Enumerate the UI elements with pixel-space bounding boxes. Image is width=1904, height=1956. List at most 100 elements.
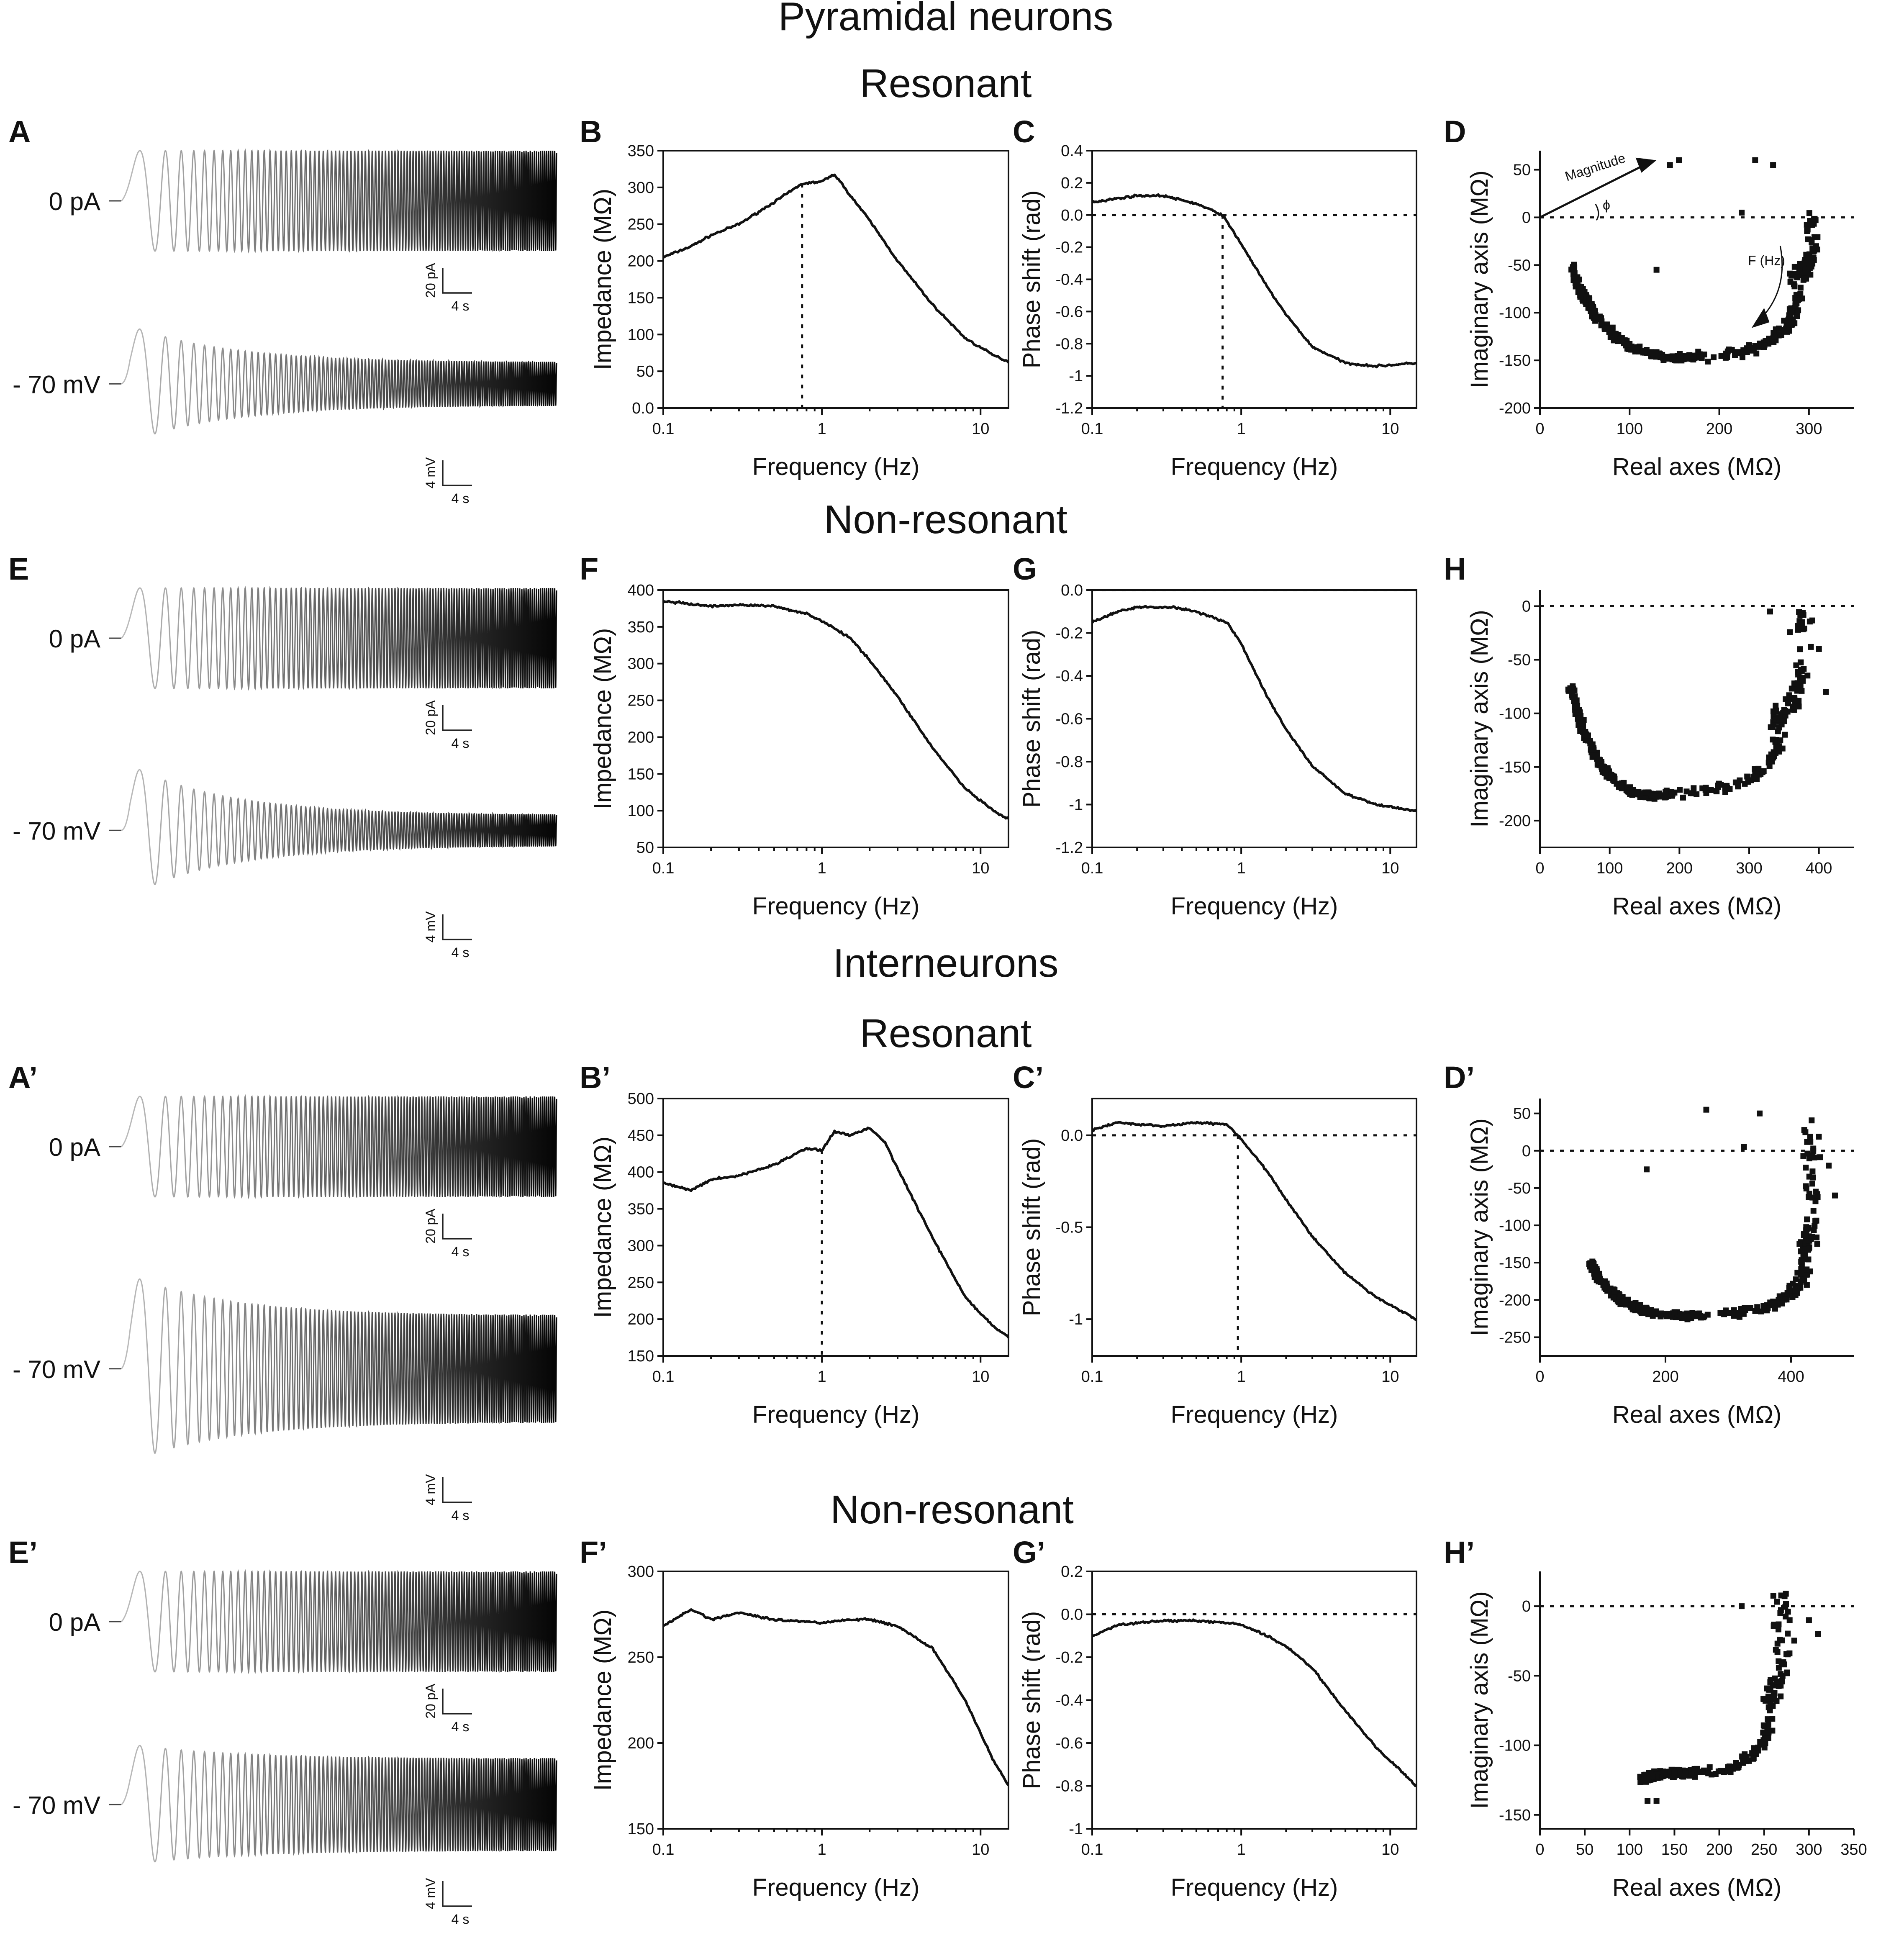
- panel-dp-point: [1742, 1307, 1748, 1313]
- panel-hp-ytick-label: -50: [1508, 1667, 1531, 1685]
- panel-f-ytick-label: 400: [628, 582, 654, 599]
- panel-d-point: [1784, 329, 1790, 335]
- panel-dp-point: [1803, 1271, 1809, 1278]
- panel-bp-ytick-label: 300: [628, 1237, 654, 1255]
- panel-d-point: [1619, 335, 1625, 341]
- panel-d-point: [1791, 264, 1798, 270]
- panel-bp-xtick-label: 0.1: [652, 1368, 675, 1386]
- panel-d-point: [1746, 342, 1752, 348]
- panel-a-scalebar-time-label: 4 s: [452, 298, 470, 313]
- panel-dp-point: [1809, 1168, 1816, 1175]
- panel-hp-point: [1815, 1631, 1821, 1637]
- panel-hp-point: [1676, 1767, 1683, 1773]
- panel-d-point: [1588, 301, 1595, 307]
- panel-ap-current-label: 0 pA: [49, 1133, 100, 1161]
- panel-d-point: [1739, 350, 1745, 357]
- panel-dp-point: [1771, 1300, 1777, 1307]
- panel-hp-point: [1781, 1661, 1787, 1668]
- heading-interneurons-resonant: Resonant: [860, 1011, 1032, 1056]
- panel-dp-point: [1814, 1241, 1820, 1247]
- panel-dp-point: [1798, 1279, 1804, 1285]
- panel-h-point: [1737, 777, 1743, 783]
- panel-h-point: [1677, 787, 1683, 793]
- panel-c-data-line: [1091, 193, 1417, 369]
- panel-d-point: [1642, 348, 1648, 354]
- panel-d-magnitude-arrow: [1539, 164, 1645, 218]
- panel-h-xlabel: Real axes (MΩ): [1612, 893, 1781, 920]
- panel-hp-point: [1806, 1617, 1812, 1623]
- panel-a-voltage-label: - 70 mV: [13, 370, 100, 398]
- panel-c-xtick-label: 1: [1237, 420, 1246, 438]
- panel-c-ytick-label: 0.4: [1061, 142, 1083, 160]
- panel-h-point: [1574, 709, 1580, 716]
- panel-h-point: [1569, 690, 1576, 696]
- panel-dp-point: [1643, 1308, 1649, 1314]
- panel-h-point: [1773, 708, 1779, 715]
- panel-h-ytick-label: -150: [1499, 759, 1531, 776]
- panel-h-point: [1575, 714, 1581, 721]
- panel-h-point: [1797, 612, 1804, 619]
- panel-h-letter: H: [1444, 552, 1466, 586]
- panel-e-scalebar-amp-label: 20 pA: [423, 700, 438, 735]
- panel-fp-xtick-label: 1: [818, 1841, 826, 1858]
- panel-d-ytick-label: -200: [1499, 400, 1531, 417]
- panel-dp-point: [1703, 1106, 1709, 1113]
- panel-cp-ytick-label: -0.5: [1056, 1219, 1083, 1237]
- heading-interneurons-nonresonant: Non-resonant: [830, 1487, 1074, 1532]
- panel-fp-ylabel: Impedance (MΩ): [589, 1609, 616, 1791]
- panel-g-ytick-label: -1: [1069, 796, 1083, 814]
- panel-dp-point: [1629, 1305, 1636, 1312]
- panel-hp-point: [1646, 1773, 1652, 1779]
- panel-g-ytick-label: 0.0: [1061, 582, 1083, 599]
- panel-hp-point: [1645, 1798, 1651, 1804]
- panel-h-point: [1783, 708, 1789, 715]
- panel-h-point: [1769, 724, 1776, 730]
- panel-h-point: [1588, 747, 1594, 753]
- panel-d-point: [1676, 157, 1682, 163]
- panel-d-point: [1653, 267, 1660, 273]
- panel-h-point: [1619, 782, 1625, 788]
- panel-dp-point: [1758, 1308, 1764, 1314]
- panel-a-scalebar: [442, 268, 472, 294]
- panel-hp-point: [1706, 1764, 1713, 1770]
- panel-h-point: [1804, 673, 1811, 679]
- panel-d-xtick-label: 300: [1796, 420, 1822, 438]
- panel-fp-data-line: [662, 1608, 1010, 1786]
- panel-f-ytick-label: 100: [628, 802, 654, 820]
- panel-bp-xtick-label: 10: [972, 1368, 989, 1386]
- panel-c-ytick-label: -0.8: [1056, 335, 1083, 353]
- panel-ep-scalebar-amp-label: 4 mV: [423, 1878, 438, 1909]
- panel-bp-ytick-label: 500: [628, 1090, 654, 1108]
- panel-d-point: [1603, 325, 1609, 331]
- panel-h-point: [1776, 749, 1782, 755]
- panel-c-ytick-label: 0.0: [1061, 207, 1083, 224]
- panel-d-point: [1806, 255, 1812, 261]
- panel-ap-panel: 0 pA - 70 mV 20 pA 4 s 4 mV 4 s: [13, 1094, 557, 1523]
- panel-hp-point: [1779, 1637, 1785, 1643]
- panel-hp-points: [1637, 1591, 1821, 1804]
- panel-d-ytick-label: -150: [1499, 352, 1531, 370]
- panel-a-scalebar: [442, 460, 472, 486]
- panel-cp-xtick-label: 0.1: [1081, 1368, 1103, 1386]
- panel-h-xtick-label: 100: [1596, 860, 1623, 877]
- panel-dp-point: [1810, 1145, 1817, 1152]
- panel-c-ytick-label: -0.6: [1056, 303, 1083, 321]
- panel-h-point: [1766, 756, 1772, 762]
- panel-hp-ylabel: Imaginary axis (MΩ): [1466, 1591, 1493, 1809]
- panel-dp-point: [1731, 1313, 1737, 1319]
- panel-cp-xtick-label: 1: [1237, 1368, 1246, 1386]
- panel-dp-point: [1798, 1266, 1804, 1272]
- panel-h-point: [1653, 793, 1659, 800]
- panel-g-ytick-label: -0.6: [1056, 711, 1083, 728]
- panel-bp-axes-frame: [662, 1098, 1009, 1357]
- panel-f-ytick-label: 150: [628, 765, 654, 783]
- panel-d-xtick-label: 200: [1706, 420, 1732, 438]
- panel-g-ytick-label: -0.4: [1056, 667, 1083, 685]
- panel-c-xtick-label: 0.1: [1081, 420, 1103, 438]
- panel-a-voltage-trace: [121, 328, 557, 435]
- panel-h-ylabel: Imaginary axis (MΩ): [1466, 610, 1493, 827]
- panel-d-point: [1667, 162, 1673, 168]
- panel-gp-data-line: [1092, 1618, 1418, 1787]
- panel-h-point: [1744, 773, 1750, 780]
- panel-d-ytick-label: 0: [1522, 209, 1531, 226]
